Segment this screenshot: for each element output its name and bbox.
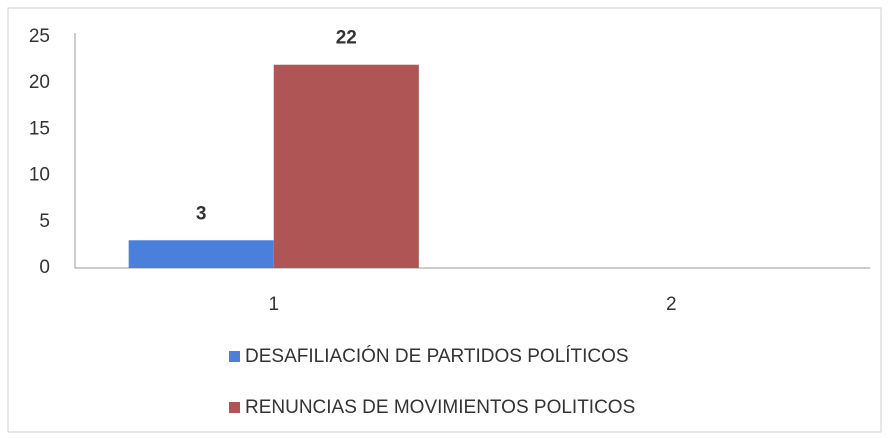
legend-label: DESAFILIACIÓN DE PARTIDOS POLÍTICOS bbox=[245, 345, 629, 367]
x-tick-label: 2 bbox=[666, 294, 677, 315]
x-tick-label: 1 bbox=[268, 294, 279, 315]
y-tick-label: 20 bbox=[29, 72, 50, 93]
y-tick-label: 5 bbox=[39, 211, 50, 232]
chart-frame bbox=[7, 7, 882, 433]
legend-swatch bbox=[229, 402, 240, 413]
legend-label: RENUNCIAS DE MOVIMIENTOS POLITICOS bbox=[245, 397, 635, 418]
bar bbox=[128, 240, 274, 268]
bar bbox=[273, 64, 419, 268]
legend-swatch bbox=[229, 351, 240, 362]
data-label: 3 bbox=[196, 203, 207, 224]
y-tick-label: 25 bbox=[29, 26, 50, 47]
y-tick-label: 0 bbox=[39, 257, 50, 278]
y-tick-label: 10 bbox=[29, 165, 50, 186]
data-label: 22 bbox=[336, 28, 357, 49]
y-tick-label: 15 bbox=[29, 118, 50, 139]
